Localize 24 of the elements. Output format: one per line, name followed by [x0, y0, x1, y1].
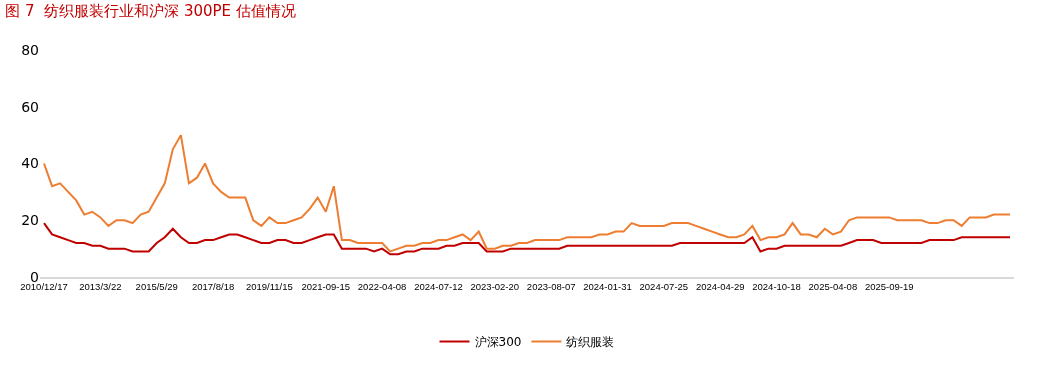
line-series [43, 222, 1011, 256]
x-tick-label: 2022-04-08 [357, 281, 407, 293]
legend-label: 沪深300 [474, 335, 522, 350]
x-tick-label: 2024-04-29 [695, 281, 745, 293]
y-tick-label: 60 [21, 98, 39, 115]
x-tick-label: 2013/3/22 [79, 281, 122, 293]
x-tick-label: 2025-09-19 [864, 281, 914, 293]
x-tick-label: 2015/5/29 [135, 281, 178, 293]
x-tick-label: 2019/11/15 [245, 281, 293, 293]
y-tick-label: 40 [21, 155, 39, 172]
y-tick-label: 20 [21, 212, 39, 229]
legend-label: 纺织服装 [566, 335, 615, 350]
y-tick-label: 80 [21, 41, 39, 58]
x-tick-label: 2024-01-31 [583, 281, 632, 293]
x-tick-label: 2024-07-25 [639, 281, 689, 293]
line-series [43, 134, 1011, 253]
x-tick-label: 2023-02-20 [470, 281, 520, 293]
x-tick-label: 2024-07-12 [414, 281, 463, 293]
x-tick-label: 2023-08-07 [526, 281, 576, 293]
x-tick-label: 2024-10-18 [752, 281, 801, 293]
x-tick-label: 2025-04-08 [808, 281, 858, 293]
x-tick-label: 2021-09-15 [301, 281, 351, 293]
x-tick-label: 2017/8/18 [191, 281, 235, 293]
chart-title: 图 7 纺织服装行业和沪深 300PE 估值情况 [5, 2, 296, 21]
